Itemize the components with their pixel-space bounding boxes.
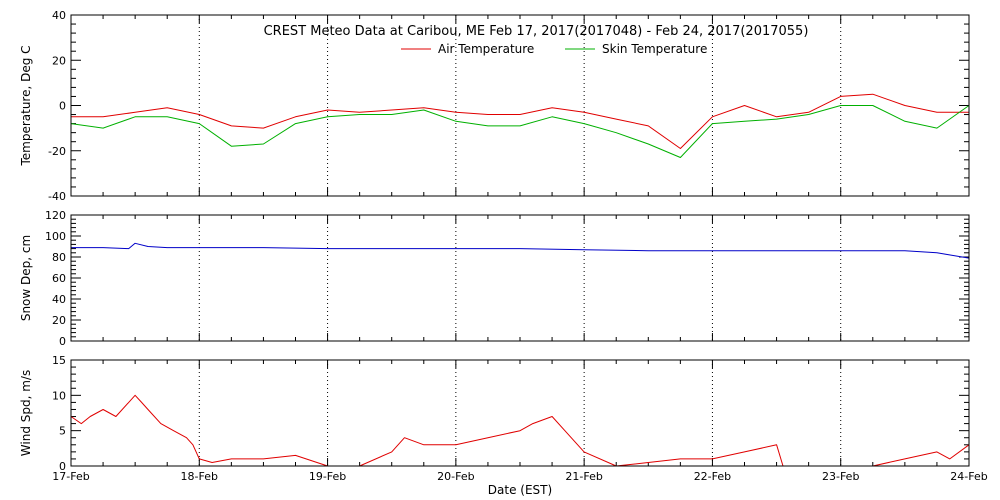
panel-frame xyxy=(70,214,970,342)
series-line-2-0 xyxy=(70,394,970,467)
y-tick-label: 10 xyxy=(52,389,66,402)
y-tick-label: 40 xyxy=(52,293,66,306)
y-tick-label: 40 xyxy=(52,9,66,22)
y-tick-label: 80 xyxy=(52,251,66,264)
y-tick-label: 5 xyxy=(59,425,66,438)
panel-1: 0 20 40 60 80 100 120 Snow Dep, cm xyxy=(19,209,970,348)
y-tick-label: 120 xyxy=(45,209,66,222)
legend-label: Air Temperature xyxy=(438,42,534,56)
series-line-0-1 xyxy=(70,105,970,158)
x-tick-label: 24-Feb xyxy=(950,470,987,483)
y-tick-label: -40 xyxy=(48,190,66,203)
y-tick-label: 100 xyxy=(45,230,66,243)
y-tick-label: 0 xyxy=(59,335,66,348)
y-axis-label: Wind Spd, m/s xyxy=(19,370,33,456)
x-tick-label: 23-Feb xyxy=(822,470,859,483)
panel-frame xyxy=(70,359,970,467)
panel-frame xyxy=(70,14,970,197)
y-tick-label: 60 xyxy=(52,272,66,285)
legend-label: Skin Temperature xyxy=(602,42,707,56)
y-tick-label: 0 xyxy=(59,460,66,473)
chart-legend: Air Temperature Skin Temperature xyxy=(401,42,707,56)
series-line-1-0 xyxy=(71,242,970,259)
y-tick-label: 20 xyxy=(52,54,66,67)
y-axis-label: Temperature, Deg C xyxy=(19,45,33,166)
x-tick-label: 21-Feb xyxy=(565,470,602,483)
panel-0: -40 -20 0 20 40 Temperature, Deg C xyxy=(19,9,970,203)
x-axis-label: Date (EST) xyxy=(488,483,552,497)
y-tick-label: 0 xyxy=(59,100,66,113)
x-tick-label: 19-Feb xyxy=(309,470,346,483)
chart-title: CREST Meteo Data at Caribou, ME Feb 17, … xyxy=(264,24,809,39)
x-tick-label: 18-Feb xyxy=(181,470,218,483)
x-tick-label: 22-Feb xyxy=(694,470,731,483)
y-tick-label: -20 xyxy=(48,145,66,158)
x-tick-label: 17-Feb xyxy=(52,470,89,483)
x-tick-label: 20-Feb xyxy=(437,470,474,483)
y-axis-label: Snow Dep, cm xyxy=(19,235,33,321)
panel-2: 0 5 10 15 Wind Spd, m/s xyxy=(19,354,970,473)
y-tick-label: 15 xyxy=(52,354,66,367)
y-tick-label: 20 xyxy=(52,314,66,327)
series-line-0-0 xyxy=(71,93,969,149)
